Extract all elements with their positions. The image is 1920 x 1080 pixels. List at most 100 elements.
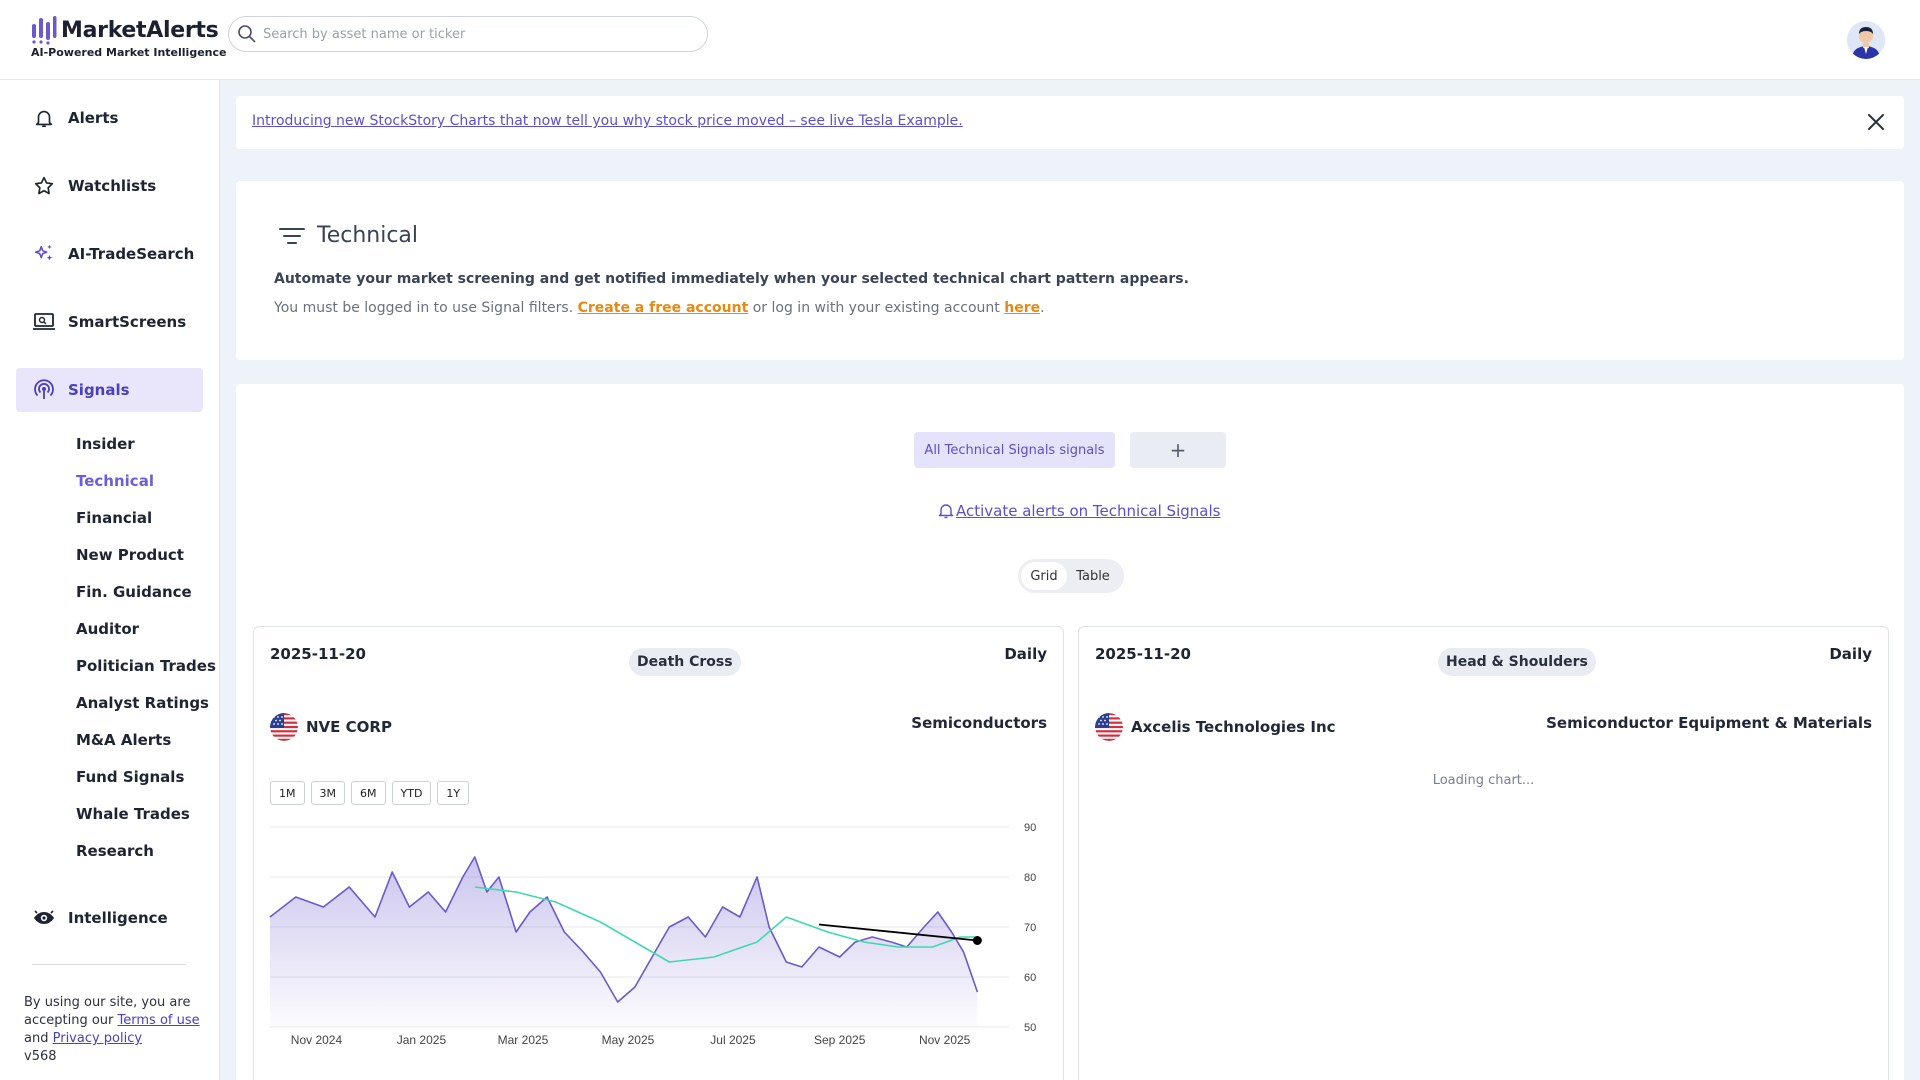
pattern-badge: Head & Shoulders bbox=[1438, 648, 1596, 676]
signal-date: 2025-11-20 bbox=[270, 645, 366, 663]
filter-icon bbox=[279, 227, 305, 244]
sidebar-subitem-fin-guidance[interactable]: Fin. Guidance bbox=[76, 583, 192, 601]
us-flag-icon bbox=[270, 713, 298, 741]
x-tick-label: Mar 2025 bbox=[498, 1033, 549, 1047]
sidebar-subitem-new-product[interactable]: New Product bbox=[76, 546, 184, 564]
company-name: Axcelis Technologies Inc bbox=[1131, 718, 1336, 736]
sidebar-subitem-research[interactable]: Research bbox=[76, 842, 154, 860]
sidebar-item-label: Intelligence bbox=[68, 909, 168, 927]
sidebar-item-label: Alerts bbox=[68, 109, 119, 127]
sidebar-subitem-politician-trades[interactable]: Politician Trades bbox=[76, 657, 216, 675]
signal-date: 2025-11-20 bbox=[1095, 645, 1191, 663]
sidebar-subitem-fund-signals[interactable]: Fund Signals bbox=[76, 768, 185, 786]
sidebar-item-watchlists[interactable]: Watchlists bbox=[16, 164, 203, 208]
range-selector: 1M 3M 6M YTD 1Y bbox=[270, 781, 470, 805]
sidebar-subitem-technical[interactable]: Technical bbox=[76, 472, 154, 490]
brand-name: MarketAlerts bbox=[61, 17, 219, 43]
announcement-banner: Introducing new StockStory Charts that n… bbox=[236, 96, 1904, 149]
privacy-link[interactable]: Privacy policy bbox=[52, 1031, 143, 1046]
x-tick-label: Nov 2025 bbox=[919, 1033, 971, 1047]
sidebar-legal-footer: By using our site, you are accepting our… bbox=[24, 994, 204, 1066]
create-account-link[interactable]: Create a free account bbox=[577, 300, 749, 316]
price-line bbox=[269, 856, 979, 1003]
user-avatar-icon bbox=[1847, 21, 1885, 59]
price-area bbox=[270, 857, 978, 1027]
pattern-badge: Death Cross bbox=[629, 648, 741, 676]
star-icon bbox=[32, 174, 56, 198]
trend-line bbox=[818, 923, 978, 942]
search-input[interactable] bbox=[263, 26, 683, 42]
user-avatar[interactable] bbox=[1847, 21, 1885, 59]
page-title: Technical bbox=[317, 223, 419, 248]
sidebar-item-alerts[interactable]: Alerts bbox=[16, 96, 203, 140]
sidebar-subitem-whale-trades[interactable]: Whale Trades bbox=[76, 805, 190, 823]
x-tick-label: Sep 2025 bbox=[814, 1033, 866, 1047]
x-tick-label: May 2025 bbox=[602, 1033, 655, 1047]
signal-frequency: Daily bbox=[1004, 645, 1047, 663]
signal-card[interactable]: 2025-11-20 Head & Shoulders Daily Axceli… bbox=[1078, 626, 1889, 1080]
sidebar-subitem-ma-alerts[interactable]: M&A Alerts bbox=[76, 731, 172, 749]
bell-icon bbox=[32, 106, 56, 130]
range-3m-button[interactable]: 3M bbox=[310, 781, 345, 805]
view-toggle: Grid Table bbox=[1018, 559, 1124, 593]
login-notice-period: . bbox=[1040, 300, 1045, 316]
y-tick-label: 90 bbox=[1024, 822, 1036, 834]
x-tick-label: Jul 2025 bbox=[710, 1033, 756, 1047]
company-name: NVE CORP bbox=[306, 718, 392, 736]
broadcast-icon bbox=[32, 378, 56, 402]
moving-average-line bbox=[474, 886, 978, 963]
sidebar-item-signals[interactable]: Signals bbox=[16, 368, 203, 412]
app-version: v568 bbox=[24, 1049, 57, 1064]
login-notice-text: You must be logged in to use Signal filt… bbox=[274, 300, 574, 316]
signal-card[interactable]: 2025-11-20 Death Cross Daily NVE CORP Se… bbox=[253, 626, 1064, 1080]
brand-tagline: AI-Powered Market Intelligence bbox=[31, 46, 227, 59]
company-sector: Semiconductors bbox=[911, 714, 1047, 732]
x-tick-label: Jan 2025 bbox=[397, 1033, 447, 1047]
view-grid-option[interactable]: Grid bbox=[1021, 562, 1067, 590]
sidebar-subitem-insider[interactable]: Insider bbox=[76, 435, 135, 453]
brand-logo[interactable]: MarketAlerts AI-Powered Market Intellige… bbox=[31, 15, 226, 59]
sidebar-item-smartscreens[interactable]: SmartScreens bbox=[16, 300, 203, 344]
sidebar: Alerts Watchlists AI-TradeSearch SmartSc… bbox=[0, 80, 220, 1080]
search-icon bbox=[238, 25, 256, 43]
company-row: Axcelis Technologies Inc bbox=[1095, 713, 1336, 741]
technical-description: Automate your market screening and get n… bbox=[274, 271, 1189, 287]
price-chart[interactable]: 50 60 70 80 90 Nov 2024 Jan 2025 Mar 2025 May 20… bbox=[254, 797, 1063, 1080]
eye-icon bbox=[32, 906, 56, 930]
y-tick-label: 60 bbox=[1024, 972, 1036, 984]
sidebar-subitem-financial[interactable]: Financial bbox=[76, 509, 153, 527]
sidebar-item-label: Watchlists bbox=[68, 177, 157, 195]
logo-bars-icon bbox=[32, 16, 57, 45]
sidebar-subitem-auditor[interactable]: Auditor bbox=[76, 620, 140, 638]
us-flag-icon bbox=[1095, 713, 1123, 741]
terms-link[interactable]: Terms of use bbox=[117, 1013, 200, 1028]
range-1m-button[interactable]: 1M bbox=[270, 781, 305, 805]
y-tick-label: 80 bbox=[1024, 872, 1036, 884]
range-6m-button[interactable]: 6M bbox=[351, 781, 386, 805]
sidebar-item-label: Signals bbox=[68, 381, 130, 399]
trend-endpoint bbox=[972, 936, 982, 945]
all-signals-tab[interactable]: All Technical Signals signals bbox=[914, 432, 1115, 468]
sparkle-icon bbox=[32, 242, 56, 266]
range-ytd-button[interactable]: YTD bbox=[391, 781, 432, 805]
sidebar-item-ai-tradesearch[interactable]: AI-TradeSearch bbox=[16, 232, 203, 276]
y-tick-label: 70 bbox=[1024, 922, 1036, 934]
sidebar-subitem-analyst-ratings[interactable]: Analyst Ratings bbox=[76, 694, 209, 712]
laptop-icon bbox=[32, 310, 56, 334]
add-signal-button[interactable]: + bbox=[1130, 432, 1226, 468]
login-here-link[interactable]: here bbox=[1004, 300, 1041, 316]
sidebar-divider bbox=[32, 964, 186, 965]
sidebar-item-intelligence[interactable]: Intelligence bbox=[16, 896, 203, 940]
search-box[interactable] bbox=[228, 16, 708, 52]
range-1y-button[interactable]: 1Y bbox=[437, 781, 470, 805]
banner-link[interactable]: Introducing new StockStory Charts that n… bbox=[252, 113, 963, 129]
view-table-option[interactable]: Table bbox=[1076, 568, 1110, 584]
company-sector: Semiconductor Equipment & Materials bbox=[1546, 714, 1872, 732]
close-icon[interactable] bbox=[1864, 110, 1888, 134]
activate-alerts-link[interactable]: Activate alerts on Technical Signals bbox=[938, 502, 1220, 520]
y-tick-label: 50 bbox=[1024, 1022, 1036, 1034]
login-notice: You must be logged in to use Signal filt… bbox=[274, 300, 1045, 316]
login-notice-middle: or log in with your existing account bbox=[752, 300, 1000, 316]
top-bar: MarketAlerts AI-Powered Market Intellige… bbox=[0, 0, 1920, 80]
chart-loading-text: Loading chart... bbox=[1432, 773, 1535, 788]
